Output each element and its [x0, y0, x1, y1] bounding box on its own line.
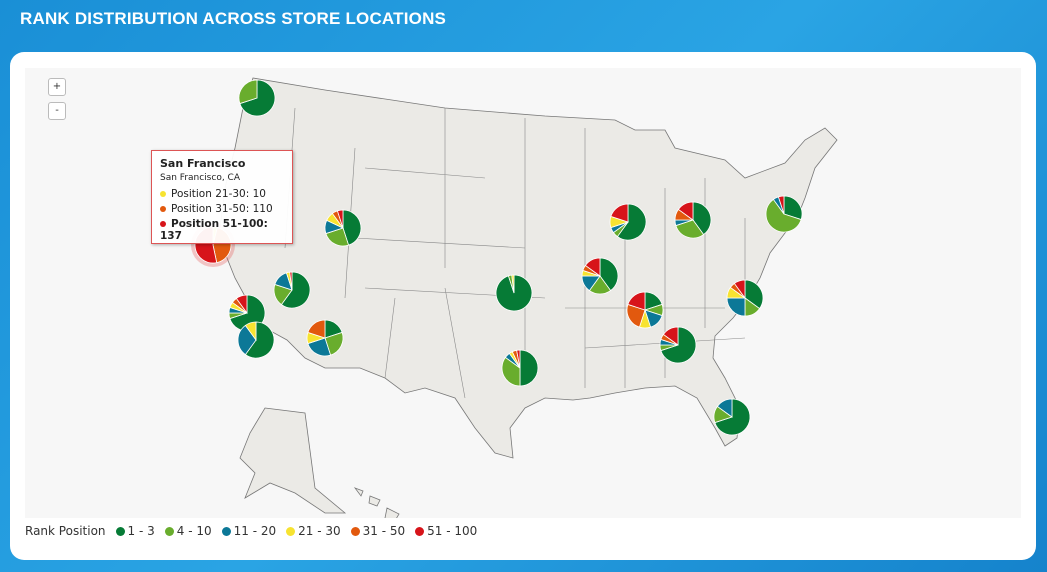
dot-icon [286, 526, 296, 536]
pie-slice[interactable] [610, 203, 629, 223]
pie-slice[interactable] [777, 195, 785, 215]
pie-slice[interactable] [244, 321, 257, 342]
map-svg [191, 77, 838, 525]
zoom-out-button[interactable]: - [48, 102, 66, 120]
hawaii [353, 487, 400, 525]
tooltip-row-label: Position 21-30: 10 [171, 188, 266, 200]
pie-slice[interactable] [692, 201, 712, 236]
legend-item[interactable]: 11 - 20 [221, 524, 277, 538]
zoom-in-button[interactable]: + [48, 78, 66, 96]
pie-slice[interactable] [342, 209, 362, 246]
dot-icon [221, 526, 231, 536]
pie-slice[interactable] [289, 271, 293, 291]
legend-item[interactable]: 31 - 50 [350, 524, 406, 538]
legend-item[interactable]: 51 - 100 [415, 524, 477, 538]
dot-icon [415, 526, 425, 536]
tooltip-row: Position 21-30: 10 [160, 188, 284, 200]
pie-slice[interactable] [716, 398, 733, 418]
pie-slice[interactable] [675, 219, 705, 239]
tooltip-row: Position 51-100: 137 [160, 218, 284, 242]
legend-item[interactable]: 1 - 3 [115, 524, 155, 538]
alaska [239, 407, 347, 514]
pie-slice[interactable] [336, 209, 344, 229]
map[interactable]: + - San Francisco San Francisco, CA Posi… [25, 68, 1021, 525]
pie-slice[interactable] [235, 294, 248, 315]
tooltip-row-label: Position 51-100: 137 [160, 218, 268, 242]
dot-icon [160, 221, 166, 227]
pie-slice[interactable] [783, 195, 803, 221]
usa-contiguous [219, 77, 838, 459]
pie-slice[interactable] [765, 198, 802, 233]
map-card: + - San Francisco San Francisco, CA Posi… [10, 52, 1036, 560]
legend-label: 21 - 30 [298, 524, 341, 538]
legend-label: 51 - 100 [427, 524, 478, 538]
pie-slice[interactable] [280, 271, 311, 309]
pie-slice[interactable] [516, 349, 521, 369]
pie-slice[interactable] [660, 326, 697, 364]
pie-slice[interactable] [237, 324, 257, 356]
pie-slice[interactable] [244, 321, 275, 359]
pie-slice[interactable] [238, 79, 258, 105]
legend-label: 1 - 3 [127, 524, 155, 538]
pie-slice[interactable] [627, 291, 646, 311]
pie-slice[interactable] [662, 326, 679, 346]
pie-slice[interactable] [733, 279, 746, 300]
legend-label: 31 - 50 [362, 524, 406, 538]
legend-label: 11 - 20 [233, 524, 277, 538]
pie-slice[interactable] [584, 257, 601, 277]
pie-slice[interactable] [511, 274, 515, 294]
page-title: RANK DISTRIBUTION ACROSS STORE LOCATIONS [20, 9, 447, 28]
tooltip-row: Position 31-50: 110 [160, 203, 284, 215]
pie-slice[interactable] [599, 257, 619, 292]
legend: Rank Position 1 - 3 4 - 10 11 - 20 21 - … [25, 524, 477, 538]
legend-item[interactable]: 4 - 10 [164, 524, 212, 538]
dot-icon [164, 526, 174, 536]
dot-icon [160, 191, 166, 197]
pie-slice[interactable] [744, 279, 764, 310]
pie-slice[interactable] [501, 356, 521, 387]
legend-item[interactable]: 21 - 30 [286, 524, 341, 538]
tooltip: San Francisco San Francisco, CA Position… [151, 150, 293, 244]
legend-label: 4 - 10 [176, 524, 212, 538]
pie-slice[interactable] [239, 79, 276, 117]
tooltip-title: San Francisco [160, 157, 246, 170]
dot-icon [350, 526, 360, 536]
pie-slice[interactable] [307, 319, 326, 339]
pie-slice[interactable] [616, 203, 647, 241]
pie-slice[interactable] [677, 201, 694, 221]
dot-icon [160, 206, 166, 212]
pie-slice[interactable] [519, 349, 539, 387]
dot-icon [115, 526, 125, 536]
legend-title: Rank Position [25, 524, 106, 538]
tooltip-row-label: Position 31-50: 110 [171, 203, 273, 215]
tooltip-subtitle: San Francisco, CA [160, 173, 240, 183]
